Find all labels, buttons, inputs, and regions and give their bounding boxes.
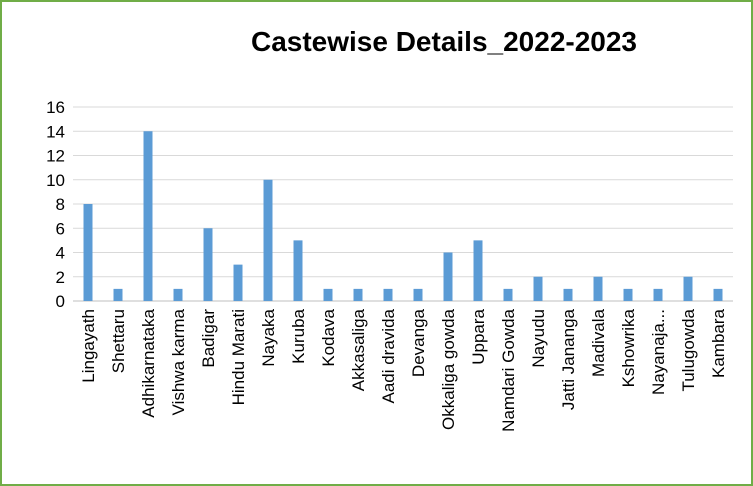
x-category-label: Vishwa karma [169,308,188,415]
x-category-label: Aadi dravida [379,308,398,403]
x-category-label: Kambara [709,308,728,378]
bar [713,288,723,301]
bar [653,288,663,301]
bar [683,276,693,301]
bar [173,288,183,301]
y-tick-label: 8 [56,195,65,214]
x-category-label: Kuruba [289,308,308,363]
x-category-label: Kshowrika [619,308,638,387]
x-category-label: Okkaliga gowda [439,308,458,430]
x-category-label: Shettaru [109,309,128,373]
x-category-label: Nayaka [259,308,278,366]
x-category-label: Hindu Marati [229,309,248,405]
x-category-label: Tulugowda [679,308,698,391]
bar [143,131,153,301]
y-tick-label: 10 [46,171,65,190]
y-tick-label: 16 [46,98,65,117]
x-category-label: Adhikarnataka [139,308,158,417]
bar [623,288,633,301]
x-category-label: Nayanaja... [649,309,668,395]
y-tick-label: 0 [56,292,65,311]
x-category-label: Jatti Jananga [559,308,578,410]
x-category-label: Kodava [319,308,338,366]
bar [593,276,603,301]
x-category-label: Badigar [199,309,218,368]
y-tick-label: 2 [56,268,65,287]
bar [473,240,483,301]
bar [323,288,333,301]
y-tick-label: 6 [56,219,65,238]
x-category-label: Namdari Gowda [499,308,518,431]
bar [83,204,93,301]
bar [353,288,363,301]
x-category-label: Lingayath [79,309,98,383]
bar [443,252,453,301]
bar [533,276,543,301]
bar [293,240,303,301]
x-category-label: Uppara [469,308,488,364]
bar [263,179,273,301]
bar [503,288,513,301]
bar [383,288,393,301]
bar [413,288,423,301]
x-category-label: Nayudu [529,309,548,368]
x-category-label: Devanga [409,308,428,377]
bar [113,288,123,301]
bar [563,288,573,301]
x-category-label: Akkasaliga [349,308,368,391]
x-category-label: Madivala [589,308,608,377]
y-tick-label: 4 [56,244,65,263]
bar [233,264,243,301]
chart-title: Castewise Details_2022-2023 [250,26,638,57]
bar [203,228,213,301]
y-tick-label: 12 [46,147,65,166]
y-tick-label: 14 [46,122,65,141]
